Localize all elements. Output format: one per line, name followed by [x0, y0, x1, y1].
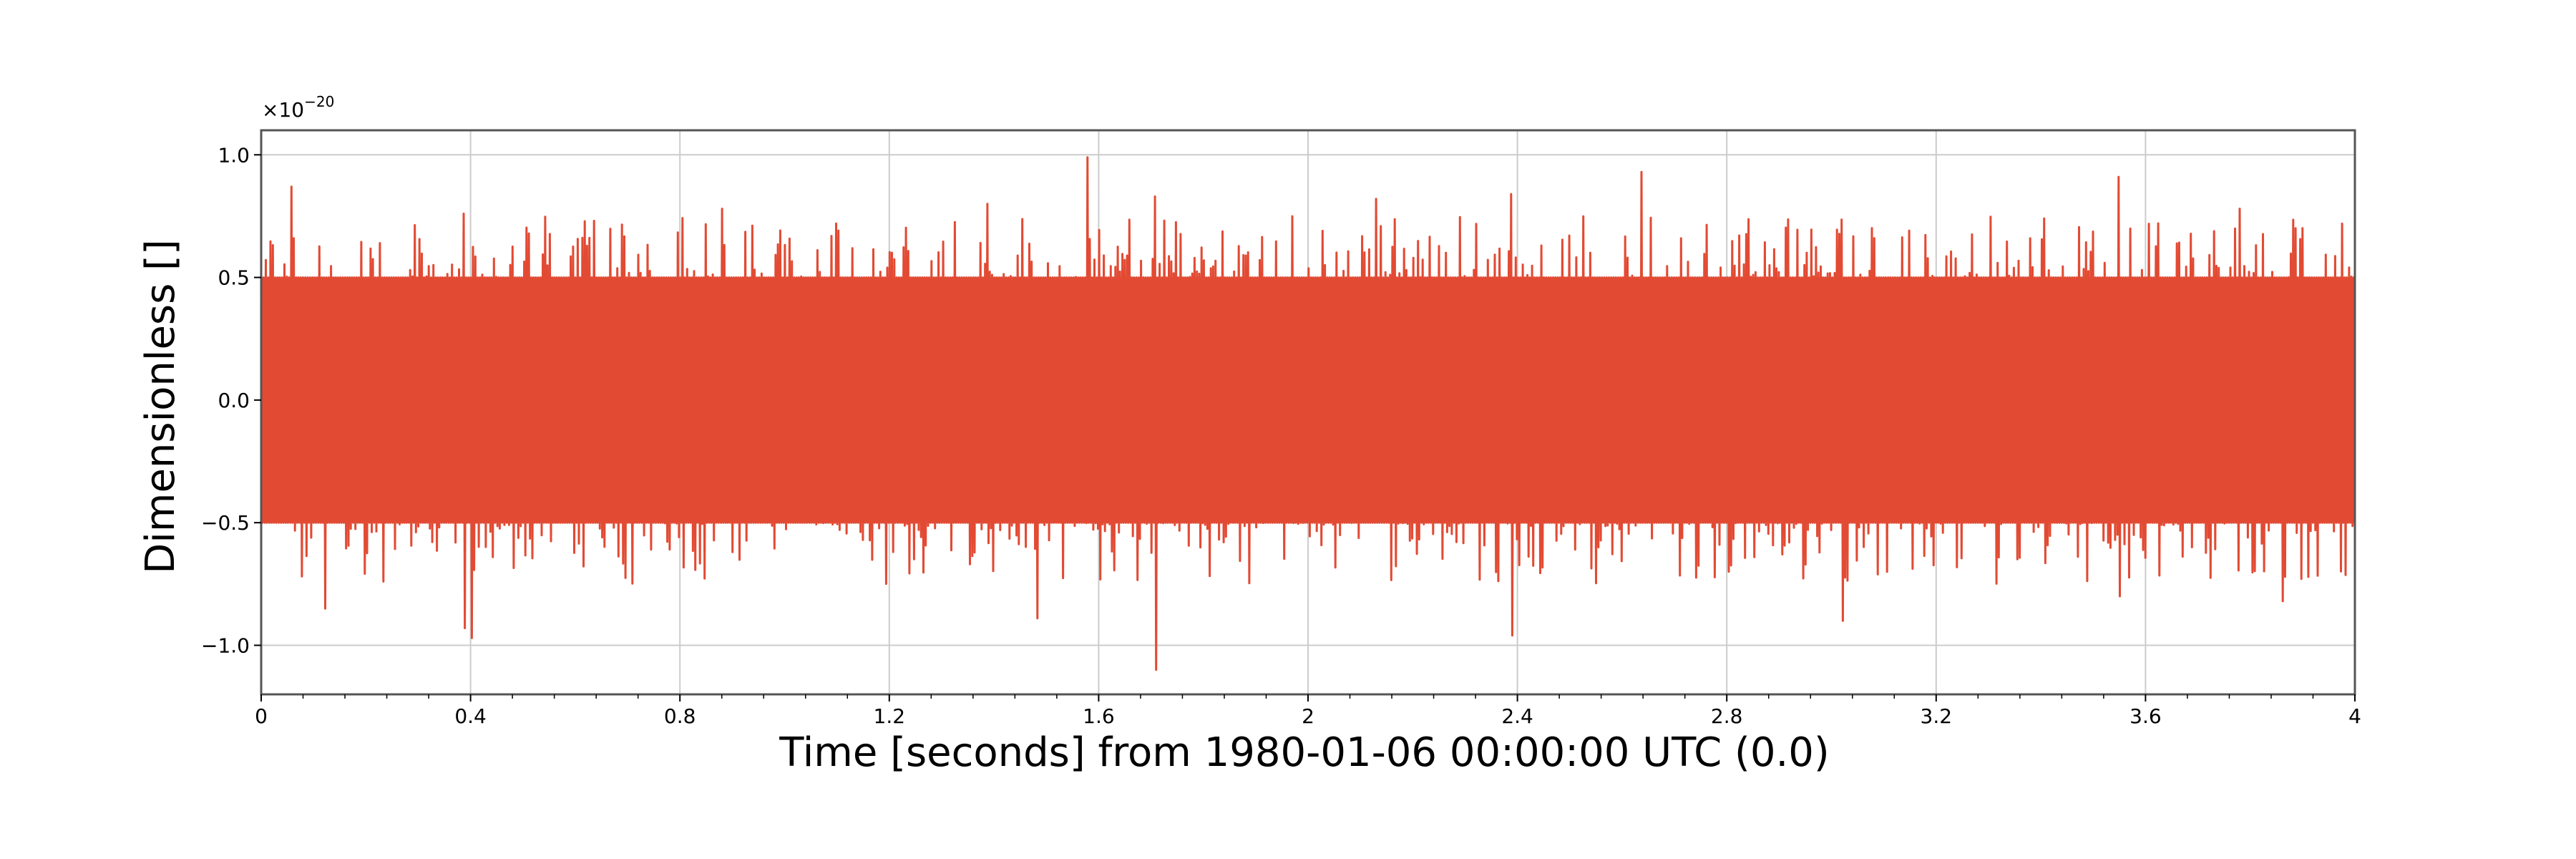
- x-axis-title: Time [seconds] from 1980-01-06 00:00:00 …: [779, 729, 1829, 776]
- y-multiplier-exponent: −20: [304, 93, 334, 110]
- series-line: [260, 156, 2356, 671]
- y-tick-label: −0.5: [201, 511, 250, 535]
- y-axis-multiplier: ×10−20: [262, 93, 334, 122]
- y-multiplier-base: ×10: [262, 98, 304, 122]
- x-tick-label: 2: [1302, 704, 1314, 728]
- x-tick-label: 0.8: [664, 704, 696, 728]
- x-tick-label: 3.6: [2129, 704, 2162, 728]
- y-axis-title: Dimensionless []: [137, 239, 184, 574]
- y-tick-label: 0.5: [218, 266, 250, 290]
- x-tick-label: 2.8: [1711, 704, 1743, 728]
- x-tick-label: 1.2: [874, 704, 906, 728]
- y-tick-label: 0.0: [218, 389, 250, 412]
- ticks: 0 0.4 0.8 1.2 1.6 2 2.4 2.8 3.2 3.6 4 −1.0 −0.5 0.0 0.…: [201, 143, 2361, 728]
- x-tick-label: 0: [255, 704, 268, 728]
- plot-area: [260, 156, 2356, 671]
- y-tick-label: 1.0: [218, 143, 250, 167]
- y-tick-label: −1.0: [201, 634, 250, 657]
- x-tick-label: 0.4: [454, 704, 487, 728]
- x-tick-label: 3.2: [1921, 704, 1953, 728]
- x-tick-label: 2.4: [1501, 704, 1533, 728]
- x-tick-label: 1.6: [1083, 704, 1115, 728]
- x-tick-label: 4: [2348, 704, 2361, 728]
